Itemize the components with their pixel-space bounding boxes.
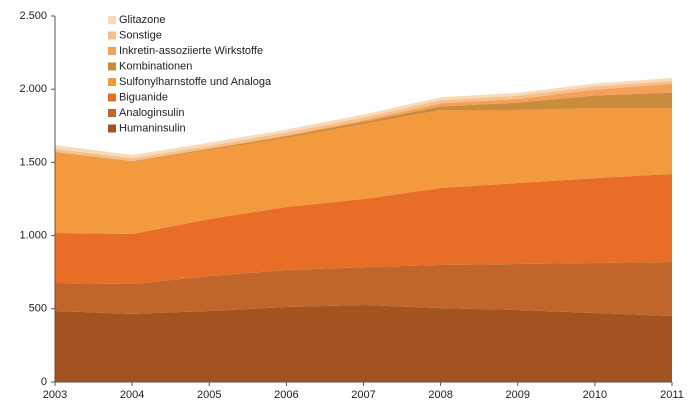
legend-label: Sulfonylharnstoffe und Analoga — [119, 76, 272, 88]
x-tick-label: 2009 — [506, 389, 530, 401]
legend-label: Biguanide — [119, 91, 168, 103]
legend-label: Kombinationen — [119, 60, 192, 72]
x-tick-label: 2010 — [583, 389, 607, 401]
x-tick-label: 2006 — [274, 389, 298, 401]
x-tick-label: 2003 — [43, 389, 67, 401]
x-tick-label: 2008 — [428, 389, 452, 401]
area — [55, 261, 672, 316]
area — [55, 304, 672, 382]
legend-label: Sonstige — [119, 29, 162, 41]
legend-swatch — [108, 16, 116, 24]
y-tick-label: 500 — [29, 303, 47, 315]
y-tick-label: 2.500 — [19, 10, 47, 22]
x-tick-label: 2004 — [120, 389, 144, 401]
legend-label: Glitazone — [119, 14, 165, 26]
area — [55, 107, 672, 234]
legend-swatch — [108, 78, 116, 86]
x-tick-label: 2011 — [660, 389, 684, 401]
x-tick-label: 2005 — [197, 389, 221, 401]
x-tick-label: 2007 — [351, 389, 375, 401]
y-tick-label: 1.500 — [19, 156, 47, 168]
y-tick-label: 2.000 — [19, 83, 47, 95]
y-tick-label: 0 — [41, 376, 47, 388]
legend-label: Humaninsulin — [119, 122, 186, 134]
area — [55, 173, 672, 285]
legend-label: Inkretin-assoziierte Wirkstoffe — [119, 45, 263, 57]
legend-swatch — [108, 93, 116, 102]
area — [55, 83, 672, 162]
legend-swatch — [108, 47, 116, 55]
legend-swatch — [108, 31, 116, 40]
legend-label: Analoginsulin — [119, 107, 184, 119]
y-tick-label: 1.000 — [19, 230, 47, 242]
area — [55, 92, 672, 162]
legend-swatch — [108, 62, 116, 71]
legend-swatch — [108, 109, 116, 117]
legend-swatch — [108, 124, 116, 133]
